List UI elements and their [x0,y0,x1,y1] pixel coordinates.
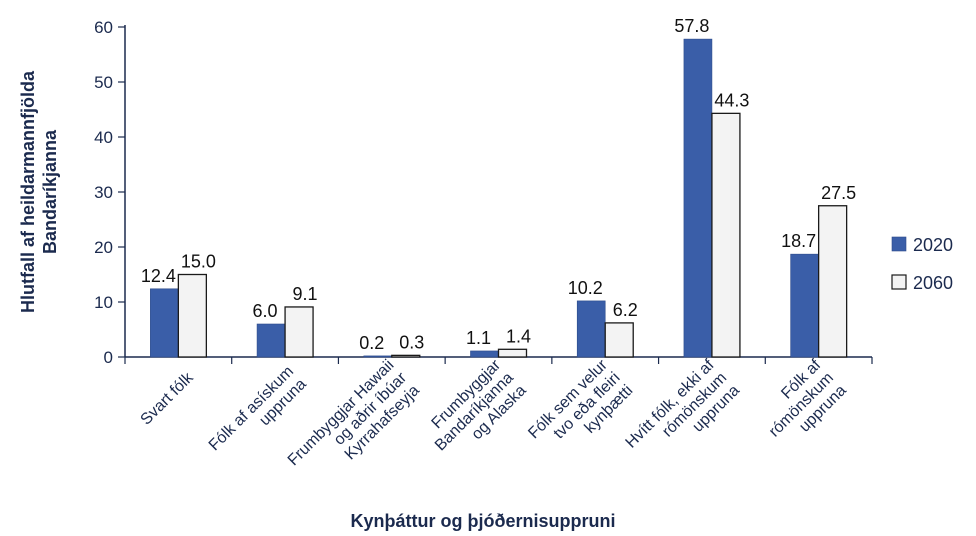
data-label-2020: 0.2 [359,333,384,353]
data-label-2020: 1.1 [466,328,491,348]
y-axis-title-line: Bandaríkjanna [40,129,60,254]
data-label-2060: 15.0 [181,252,216,272]
y-tick-label: 20 [94,238,113,257]
data-label-2060: 1.4 [506,326,531,346]
bar-2020 [470,350,499,358]
bar-2060 [391,354,421,358]
bar-2060 [497,348,528,358]
legend-label-2060: 2060 [913,273,953,293]
data-label-2060: 0.3 [399,332,424,352]
data-label-2060: 9.1 [293,284,318,304]
y-tick-label: 0 [104,348,113,367]
data-label-2020: 6.0 [253,301,278,321]
x-axis-title: Kynþáttur og þjóðernisuppruni [351,511,616,531]
bar-2020 [683,38,713,358]
bar-2060 [604,322,634,358]
y-tick-label: 10 [94,293,113,312]
category-label-line: Svart fólk [138,369,198,429]
legend-swatch-2020 [891,236,907,252]
bar-2060 [177,273,208,358]
bar-2060 [711,112,741,358]
data-label-2020: 57.8 [674,16,709,36]
legend-swatch-2060 [891,274,907,290]
data-label-2060: 27.5 [821,183,856,203]
bar-2020 [150,288,179,358]
bar-2020 [790,253,819,358]
bar-2020 [256,323,286,358]
y-axis-title: Hlutfall af heildarmannfjölda Bandaríkjan… [18,70,60,313]
legend-label-2020: 2020 [913,235,953,255]
bar-2060 [817,205,848,358]
data-label-2060: 6.2 [613,300,638,320]
y-tick-label: 50 [94,73,113,92]
bars [150,38,848,358]
axes: 0 10 20 30 40 50 60 [94,18,873,367]
data-label-2020: 18.7 [781,231,816,251]
data-label-2060: 44.3 [714,90,749,110]
y-tick-label: 60 [94,18,113,37]
data-label-2020: 12.4 [141,266,176,286]
category-labels: Svart fólk Fólk af asískumupprunaFrumbygg… [138,356,850,470]
bar-2020 [576,300,606,358]
legend: 2020 2060 [891,235,953,293]
y-tick-label: 40 [94,128,113,147]
y-tick-label: 30 [94,183,113,202]
bar-2020 [363,355,393,358]
category-label: Svart fólk [138,369,198,429]
bar-2060 [284,306,314,358]
y-axis-title-line: Hlutfall af heildarmannfjölda [18,70,38,313]
data-label-2020: 10.2 [568,278,603,298]
data-labels: 12.4 6.0 0.2 1.1 10.2 57.8 18.7 15.0 9.1 0.3 1.4 6.… [141,16,856,353]
